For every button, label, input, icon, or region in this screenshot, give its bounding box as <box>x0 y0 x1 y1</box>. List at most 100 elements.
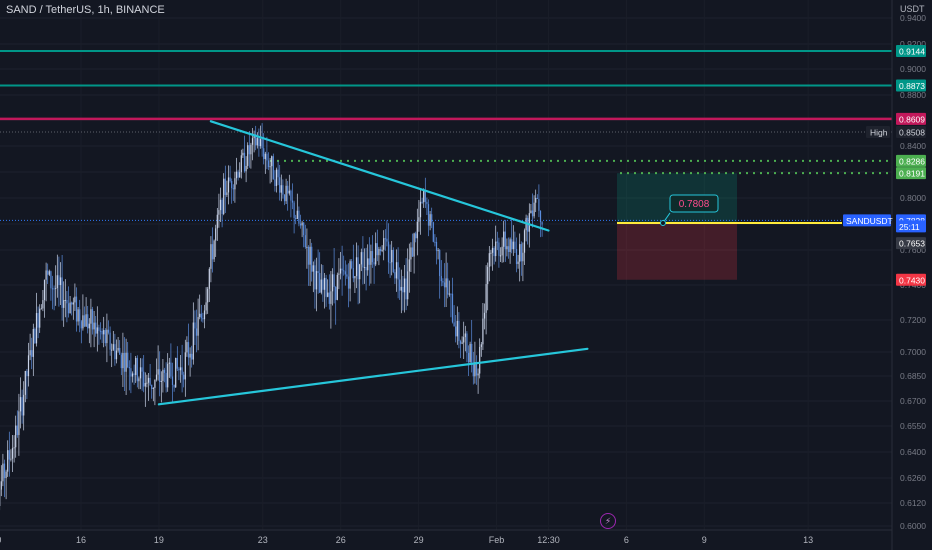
candle-body <box>256 138 258 146</box>
candle-body <box>488 253 490 267</box>
candle-body <box>399 279 401 291</box>
candle-body <box>197 317 199 336</box>
candle-body <box>541 222 543 225</box>
lightning-bolt-icon[interactable]: ⚡ <box>600 513 616 529</box>
candle-body <box>491 247 494 253</box>
candle-body <box>378 248 380 256</box>
candle-body <box>403 278 406 293</box>
candle-body <box>131 373 134 377</box>
candle-body <box>133 373 135 375</box>
candle-body <box>357 257 359 280</box>
candle-body <box>5 471 7 479</box>
candle-body <box>10 458 12 460</box>
candle-body <box>397 262 399 280</box>
candle-body <box>426 201 428 205</box>
price-tag-label: 0.8873 <box>899 81 925 91</box>
candle-body <box>522 252 524 262</box>
candle-body <box>104 330 106 344</box>
candle-body <box>2 463 4 482</box>
candle-body <box>439 250 441 277</box>
candle-body <box>269 166 271 168</box>
candle-body <box>211 244 214 260</box>
price-tick-label: 0.6260 <box>900 473 926 483</box>
candle-body <box>339 268 342 274</box>
candle-body <box>306 246 308 248</box>
candle-body <box>405 278 407 300</box>
price-tick-label: 0.6700 <box>900 396 926 406</box>
candle-body <box>400 286 402 291</box>
candle-body <box>533 202 535 217</box>
candle-body <box>122 352 124 369</box>
candle-body <box>447 278 449 295</box>
entry-label: 0.7808 <box>679 199 710 210</box>
candle-body <box>520 244 522 262</box>
candle-body <box>443 282 446 288</box>
candle-body <box>35 313 38 344</box>
candle-body <box>483 312 486 319</box>
candle-body <box>413 233 415 257</box>
candle-body <box>45 270 47 280</box>
candle-body <box>539 210 542 223</box>
horizontal-levels <box>0 50 892 221</box>
candle-body <box>333 274 335 287</box>
candle-body <box>440 276 442 282</box>
candle-body <box>98 327 100 331</box>
candle-body <box>448 293 450 295</box>
candle-body <box>15 425 17 448</box>
candle-body <box>511 239 513 250</box>
candle-body <box>213 240 215 260</box>
candle-body <box>453 322 455 327</box>
candle-body <box>285 185 287 202</box>
trendline-upper <box>209 120 550 232</box>
candle-body <box>263 148 265 160</box>
candle-body <box>312 265 314 272</box>
price-tag-bg <box>896 79 926 92</box>
candle-body <box>167 363 169 388</box>
candle-body <box>239 172 241 178</box>
candle-body <box>59 277 62 286</box>
candle-body <box>21 397 23 416</box>
candle-body <box>517 261 519 265</box>
candle-body <box>271 156 273 167</box>
candle-body <box>395 262 398 279</box>
candle-body <box>354 276 356 279</box>
candle-body <box>451 293 454 323</box>
candle-body <box>215 228 217 241</box>
candle-body <box>496 241 498 243</box>
candle-body <box>107 329 110 333</box>
candle-body <box>495 241 497 257</box>
candle-body <box>274 179 276 186</box>
candle-body <box>480 344 482 347</box>
candle-body <box>264 153 266 160</box>
candle-body <box>141 367 143 372</box>
candle-body <box>299 223 302 226</box>
candle-body <box>475 361 478 376</box>
candle-body <box>147 377 150 383</box>
candle-body <box>205 302 207 311</box>
price-tag-label: 0.9144 <box>899 47 925 57</box>
candle-body <box>55 288 57 290</box>
candle-body <box>232 188 234 190</box>
candle-body <box>13 447 15 449</box>
candle-body <box>178 368 180 371</box>
price-tag-label: 0.8609 <box>899 114 925 124</box>
candle-body <box>120 354 122 369</box>
candle-body <box>242 152 244 156</box>
time-tick-label: 16 <box>76 535 86 545</box>
candle-body <box>186 342 188 353</box>
candle-body <box>538 198 540 211</box>
candle-body <box>119 347 121 355</box>
candle-body <box>514 241 516 250</box>
position-tool[interactable]: 0.7808 <box>617 194 842 226</box>
candle-body <box>200 313 202 319</box>
candle-body <box>82 315 84 329</box>
candle-body <box>267 160 270 167</box>
price-tick-label: 0.6400 <box>900 447 926 457</box>
candle-body <box>181 367 183 375</box>
candle-body <box>37 313 39 328</box>
candle-body <box>309 246 311 265</box>
candle-body <box>383 238 385 250</box>
entry-label-box <box>669 194 719 213</box>
candle-body <box>319 273 321 293</box>
